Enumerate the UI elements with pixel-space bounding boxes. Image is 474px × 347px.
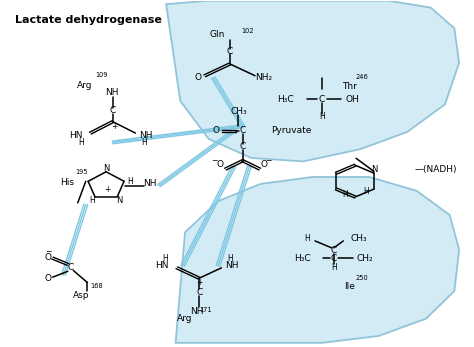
Text: NH₂: NH₂ xyxy=(255,73,272,82)
Text: HN: HN xyxy=(69,131,82,140)
Text: H: H xyxy=(319,112,325,121)
Text: H: H xyxy=(228,254,233,263)
Text: NH: NH xyxy=(225,261,239,270)
Text: Arg: Arg xyxy=(77,81,93,90)
Text: H: H xyxy=(342,190,348,199)
Text: Gln: Gln xyxy=(210,30,225,39)
Text: Lactate dehydrogenase: Lactate dehydrogenase xyxy=(15,15,162,25)
Text: His: His xyxy=(60,178,74,187)
Text: CH₂: CH₂ xyxy=(356,254,373,263)
Text: Thr: Thr xyxy=(342,82,357,91)
Text: O: O xyxy=(216,160,223,169)
Text: H: H xyxy=(127,177,133,186)
Text: OH: OH xyxy=(346,95,359,104)
Text: NH: NH xyxy=(143,179,156,188)
Text: +: + xyxy=(111,122,117,132)
Text: O: O xyxy=(195,73,202,82)
Text: 250: 250 xyxy=(355,274,368,281)
Text: H: H xyxy=(304,234,310,243)
Text: 102: 102 xyxy=(242,28,255,34)
Text: N: N xyxy=(103,164,109,173)
Text: H₃C: H₃C xyxy=(293,254,310,263)
Text: N: N xyxy=(117,196,123,205)
Polygon shape xyxy=(166,1,459,161)
Text: O: O xyxy=(213,127,220,135)
Text: O: O xyxy=(261,160,268,169)
Text: H: H xyxy=(331,263,337,272)
Text: H: H xyxy=(79,138,84,147)
Text: H: H xyxy=(163,254,168,263)
Text: +: + xyxy=(196,278,202,287)
Text: 168: 168 xyxy=(91,283,103,289)
Text: 246: 246 xyxy=(355,74,368,80)
Text: H: H xyxy=(90,196,95,205)
Text: —(NADH): —(NADH) xyxy=(414,165,456,174)
Text: Pyruvate: Pyruvate xyxy=(272,127,312,135)
Text: Arg: Arg xyxy=(177,314,192,323)
Text: C: C xyxy=(67,263,74,272)
Text: H: H xyxy=(141,138,147,147)
Text: CH₃: CH₃ xyxy=(230,107,247,116)
Text: −: − xyxy=(45,247,51,256)
Text: H₃C: H₃C xyxy=(277,95,294,104)
Text: HN: HN xyxy=(155,261,168,270)
Text: C: C xyxy=(331,254,337,263)
Text: −: − xyxy=(211,156,218,165)
Text: H: H xyxy=(364,187,369,196)
Text: NH: NH xyxy=(105,88,118,97)
Text: NH: NH xyxy=(190,307,203,316)
Text: C: C xyxy=(239,127,246,135)
Text: NH: NH xyxy=(139,131,153,140)
Text: C: C xyxy=(239,142,246,151)
Text: C: C xyxy=(109,106,116,115)
Text: N: N xyxy=(371,164,377,174)
Text: C: C xyxy=(331,246,337,255)
Text: C: C xyxy=(319,95,325,104)
Text: 171: 171 xyxy=(199,307,212,313)
Text: CH₃: CH₃ xyxy=(350,234,367,243)
Text: −: − xyxy=(265,156,272,165)
Polygon shape xyxy=(175,177,459,343)
Text: O: O xyxy=(45,253,52,262)
Text: +: + xyxy=(104,185,110,194)
Text: O: O xyxy=(45,274,52,283)
Text: Ile: Ile xyxy=(344,282,355,291)
Text: Asp: Asp xyxy=(73,291,90,300)
Text: C: C xyxy=(227,47,233,56)
Text: 109: 109 xyxy=(95,72,108,78)
Text: 195: 195 xyxy=(75,169,88,175)
Text: C: C xyxy=(196,288,202,297)
